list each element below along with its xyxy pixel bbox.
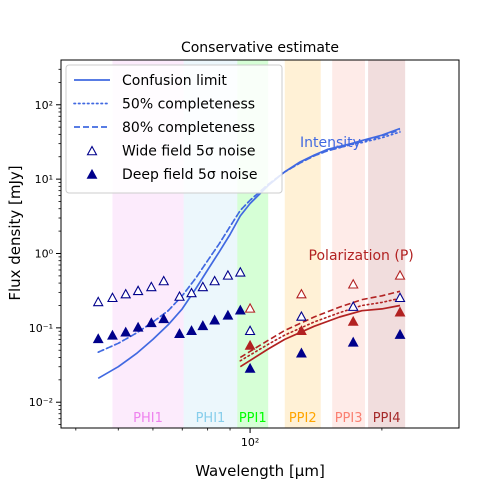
band-label-ppi3-4: PPI3 xyxy=(335,411,363,426)
x-tick-label: 10² xyxy=(241,436,259,449)
marker-intensity-deep-3 xyxy=(132,321,144,332)
marker-intensity-wide-5 xyxy=(158,275,170,286)
marker-intensity-wide-11 xyxy=(234,266,246,277)
marker-intensity-deep-3 xyxy=(394,328,406,339)
marker-intensity-wide-3 xyxy=(394,292,406,303)
marker-intensity-wide-1 xyxy=(107,292,118,303)
legend-swatch-wide-field-5-noise xyxy=(86,145,98,156)
marker-intensity-wide-4 xyxy=(145,281,157,292)
series-polarization-confusion-limit xyxy=(239,304,401,368)
marker-intensity-deep-7 xyxy=(186,325,197,336)
marker-intensity-wide-2 xyxy=(120,288,132,299)
y-tick-label: 10¹ xyxy=(35,173,53,186)
marker-intensity-deep-4 xyxy=(145,317,157,328)
y-tick-label: 10⁰ xyxy=(35,247,54,260)
marker-intensity-deep-8 xyxy=(197,320,209,331)
band-label-phi1-1: PHI1 xyxy=(196,411,226,426)
noise-markers xyxy=(92,266,406,373)
legend: Confusion limit 50% completeness 80% compl… xyxy=(65,64,283,194)
band-label-phi1-0: PHI1 xyxy=(133,411,163,426)
marker-polarization-wide-3 xyxy=(394,269,406,280)
band-ppi4-5 xyxy=(368,60,406,428)
marker-intensity-deep-11 xyxy=(234,304,246,315)
axis-labels: Conservative estimate Wavelength [μm] Fl… xyxy=(6,40,339,480)
series-intensity-confusion-limit xyxy=(97,127,401,380)
legend-label-wide-field-5-noise: Wide field 5σ noise xyxy=(122,144,256,160)
marker-intensity-deep-2 xyxy=(120,326,132,337)
legend-swatch-deep-field-5-noise xyxy=(86,168,98,179)
legend-box xyxy=(65,64,283,194)
band-label-ppi4-5: PPI4 xyxy=(373,411,401,426)
series-intensity-80-completeness xyxy=(97,129,401,353)
annotations: Intensity Polarization (P) xyxy=(300,135,414,264)
marker-polarization-deep-2 xyxy=(347,315,359,326)
marker-intensity-deep-0 xyxy=(92,333,104,344)
marker-intensity-wide-8 xyxy=(197,281,209,292)
marker-intensity-deep-10 xyxy=(222,309,234,320)
band-ppi3-4 xyxy=(332,60,365,428)
y-axis-label: Flux density [mJy] xyxy=(6,165,24,300)
legend-label-deep-field-5-noise: Deep field 5σ noise xyxy=(122,167,257,183)
marker-intensity-deep-6 xyxy=(174,328,185,339)
marker-intensity-wide-9 xyxy=(209,275,221,286)
band-label-ppi1-2: PPI1 xyxy=(239,411,267,426)
x-axis-label: Wavelength [μm] xyxy=(195,462,325,480)
marker-polarization-wide-1 xyxy=(296,288,307,299)
marker-intensity-wide-1 xyxy=(296,310,307,321)
series-polarization-50-completeness xyxy=(239,297,401,362)
marker-polarization-deep-0 xyxy=(244,339,256,350)
marker-intensity-wide-3 xyxy=(132,285,144,296)
annotation-polarization-p: Polarization (P) xyxy=(309,248,414,264)
marker-intensity-wide-7 xyxy=(186,287,197,298)
y-tick-label: 10² xyxy=(35,99,53,112)
y-tick-label: 10⁻² xyxy=(29,396,53,409)
chart-title: Conservative estimate xyxy=(181,40,339,56)
curves xyxy=(97,127,401,380)
marker-intensity-wide-0 xyxy=(244,325,256,336)
marker-intensity-deep-2 xyxy=(347,336,359,347)
marker-intensity-deep-9 xyxy=(209,314,221,325)
legend-label-50-completeness: 50% completeness xyxy=(122,97,255,113)
legend-label-confusion-limit: Confusion limit xyxy=(122,73,227,89)
y-tick-label: 10⁻¹ xyxy=(29,322,53,335)
marker-intensity-deep-0 xyxy=(244,362,256,373)
marker-intensity-wide-6 xyxy=(174,290,185,301)
band-label-ppi2-3: PPI2 xyxy=(289,411,317,426)
band-ppi2-3 xyxy=(284,60,321,428)
marker-polarization-wide-2 xyxy=(347,278,359,289)
legend-label-80-completeness: 80% completeness xyxy=(122,120,255,136)
marker-intensity-deep-1 xyxy=(296,347,307,358)
marker-intensity-wide-10 xyxy=(222,269,234,280)
plot-frame xyxy=(60,59,460,429)
annotation-intensity: Intensity xyxy=(300,135,361,151)
marker-polarization-deep-1 xyxy=(296,325,307,336)
marker-intensity-wide-0 xyxy=(92,296,104,307)
marker-intensity-deep-5 xyxy=(158,313,170,324)
axis-ticks: 10⁻² 10⁻¹ 10⁰ 10¹ 10² 10² xyxy=(29,68,383,449)
marker-intensity-deep-1 xyxy=(107,329,118,340)
marker-intensity-wide-2 xyxy=(347,300,359,311)
marker-polarization-wide-0 xyxy=(244,302,256,313)
marker-polarization-deep-3 xyxy=(394,306,406,317)
